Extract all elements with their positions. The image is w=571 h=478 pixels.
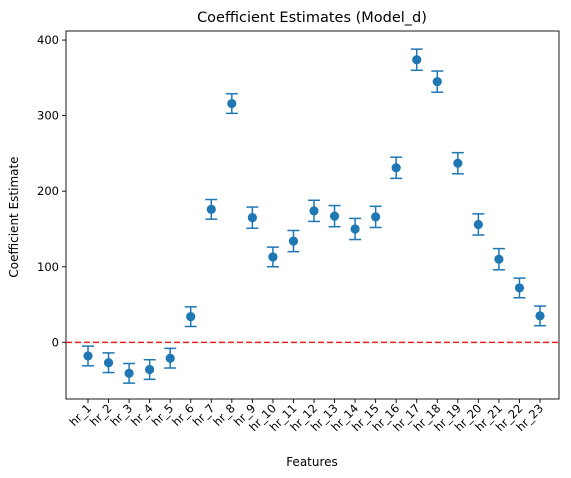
y-tick-label: 200 (37, 184, 59, 198)
data-point (103, 358, 114, 368)
data-point (329, 211, 340, 221)
data-point (453, 158, 463, 168)
data-point (535, 311, 545, 321)
data-point (494, 254, 504, 264)
data-point (206, 204, 216, 214)
y-tick-label: 0 (52, 335, 59, 349)
data-point (371, 212, 381, 222)
data-point (268, 252, 278, 262)
data-point (391, 163, 401, 173)
chart-title: Coefficient Estimates (Model_d) (197, 10, 427, 26)
data-point (165, 353, 175, 363)
data-point (432, 77, 442, 87)
data-point (514, 283, 525, 293)
data-point (145, 364, 155, 375)
x-axis-label: Features (286, 455, 338, 469)
data-point (288, 236, 299, 246)
data-point (124, 368, 134, 378)
plot-area: 0100200300400hr_1hr_2hr_3hr_4hr_5hr_6hr_… (37, 30, 560, 434)
y-tick-label: 400 (37, 33, 59, 47)
data-point (412, 55, 422, 65)
data-point (247, 213, 257, 223)
data-point (350, 224, 360, 234)
data-point (186, 312, 196, 322)
data-point (227, 98, 237, 109)
data-point (83, 351, 93, 361)
data-point (473, 219, 483, 230)
y-axis-label: Coefficient Estimate (7, 156, 21, 277)
axes-frame (65, 30, 560, 400)
y-tick-label: 300 (37, 109, 59, 123)
y-tick-label: 100 (37, 260, 59, 274)
data-point (309, 206, 319, 216)
